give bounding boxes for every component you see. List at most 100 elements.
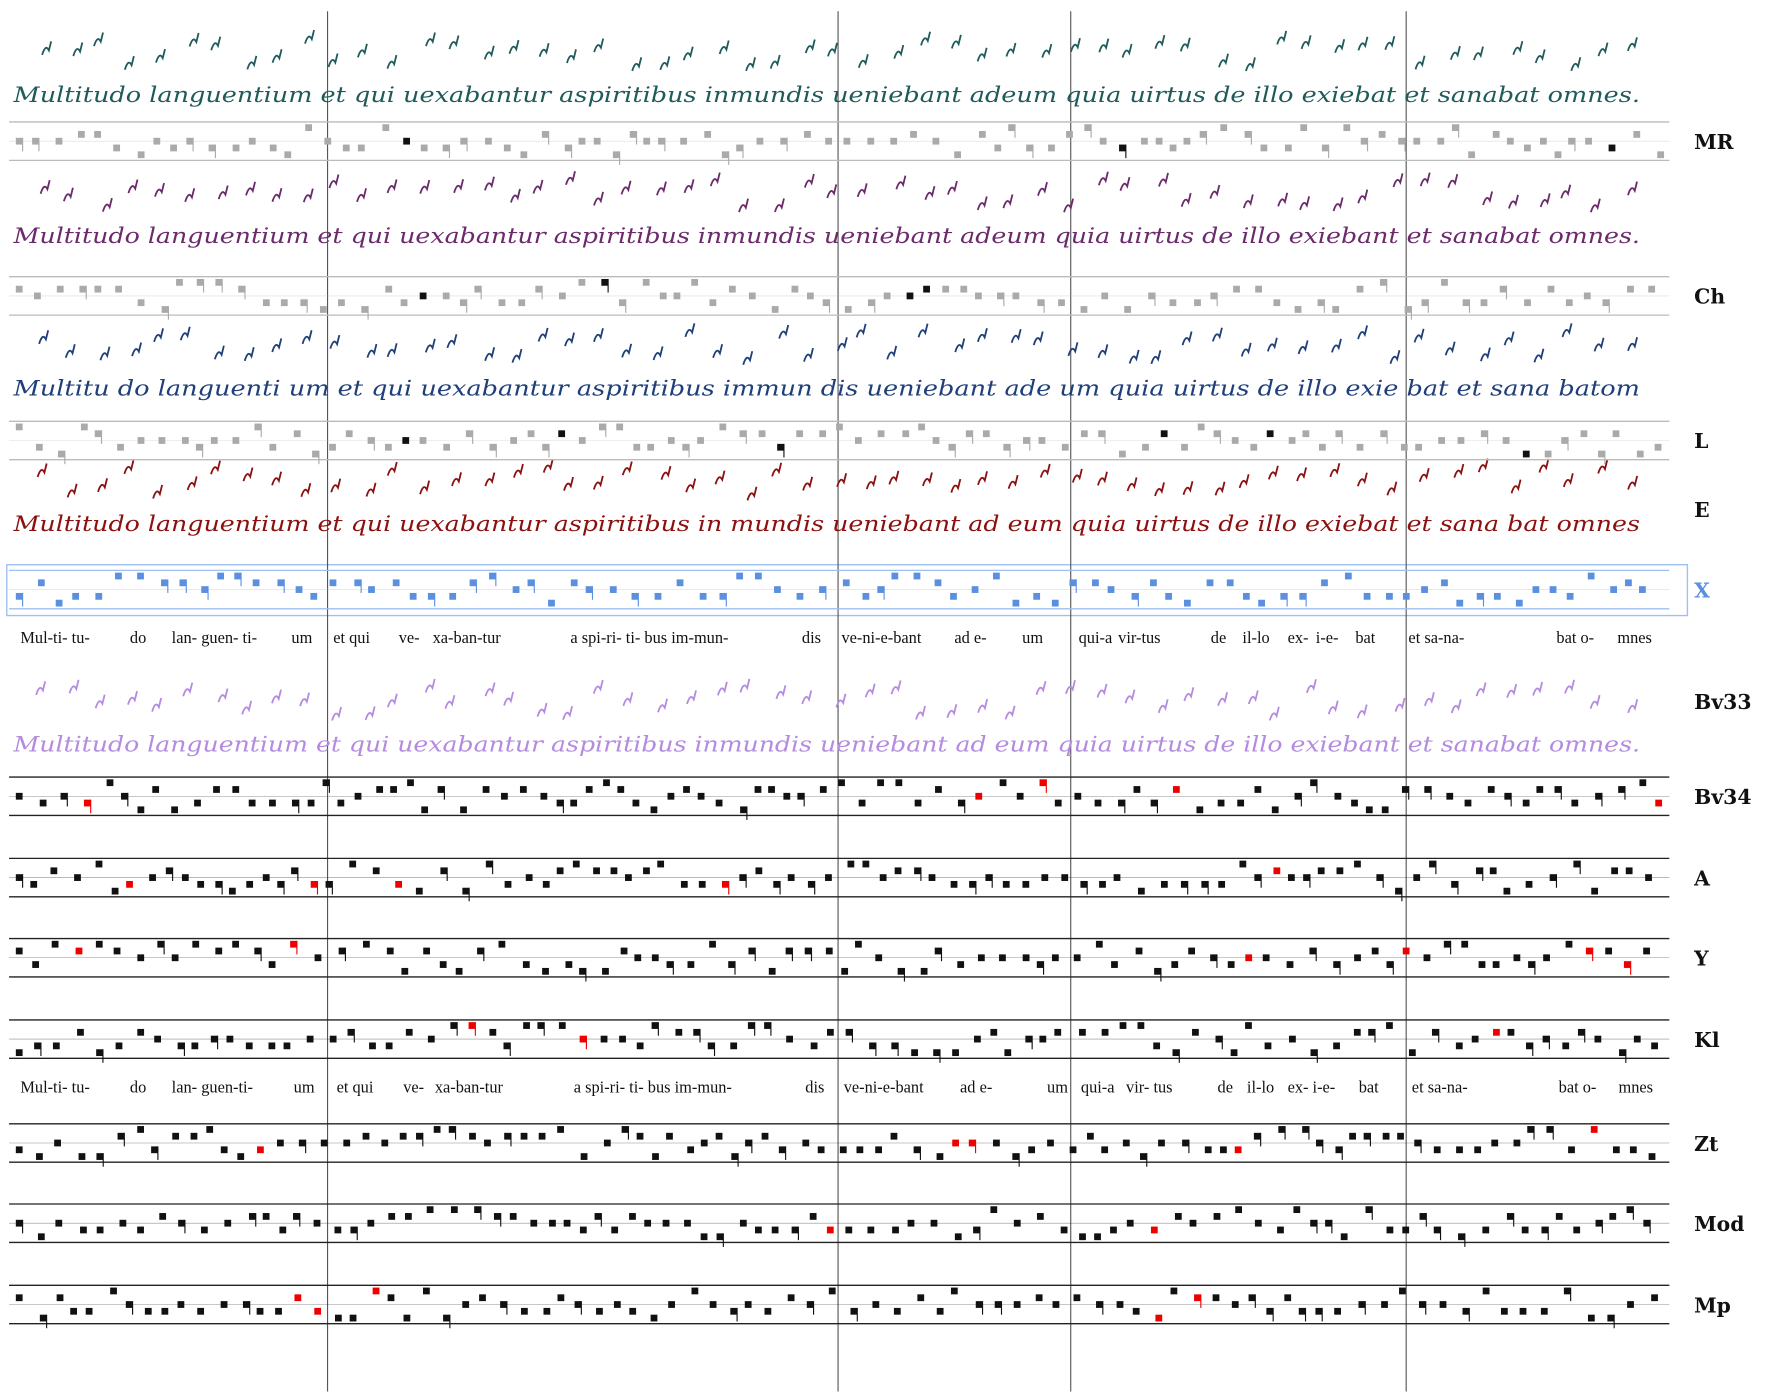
neume (1051, 599, 1059, 607)
neume (1273, 867, 1281, 875)
neume (367, 1219, 375, 1227)
neume (1480, 299, 1488, 307)
neume (549, 1219, 556, 1227)
neume (200, 1226, 208, 1234)
manuscript-neume (566, 49, 577, 64)
manuscript-neume (1424, 692, 1435, 707)
neume (875, 954, 883, 962)
manuscript-neume (718, 40, 730, 55)
lyric-syllable: a spi-ri- ti- bus im-mun- (574, 1078, 732, 1097)
neume (1155, 1314, 1163, 1322)
neume (1248, 1294, 1256, 1302)
neume (213, 786, 220, 793)
neume (709, 1301, 717, 1308)
neume (325, 880, 333, 888)
manuscript-neume (855, 323, 867, 338)
neume (1116, 1301, 1124, 1308)
neume (1402, 592, 1410, 600)
neume (890, 137, 898, 145)
neume (868, 299, 875, 307)
lyric-syllable: ve-ni-e-bant (844, 1078, 924, 1097)
neume (1612, 1146, 1620, 1154)
neume (401, 967, 409, 975)
neume (96, 1153, 104, 1160)
neume (1041, 874, 1049, 881)
neume (342, 144, 350, 152)
neume (1287, 874, 1295, 881)
neume (15, 1219, 23, 1227)
lyric-syllable: il-lo (1247, 1078, 1274, 1097)
neume (442, 292, 450, 300)
neume (930, 1219, 938, 1227)
manuscript-neume (1010, 328, 1022, 344)
manuscript-neume (1512, 40, 1524, 56)
neume (254, 947, 262, 955)
neume (226, 1035, 234, 1043)
neume (872, 1301, 880, 1308)
manuscript-neume (920, 31, 931, 46)
neume (1626, 1206, 1634, 1214)
neume (1521, 1226, 1529, 1234)
manuscript-neume (1032, 331, 1044, 346)
neume (1643, 1219, 1651, 1227)
neume (659, 292, 667, 300)
neume (1181, 443, 1188, 451)
neume (1039, 779, 1047, 787)
neume (362, 1132, 370, 1140)
neume (920, 967, 928, 975)
manuscript-neume (804, 173, 815, 188)
neume (37, 579, 45, 587)
manuscript-neume (769, 54, 781, 69)
staff-label: Bv34 (1694, 785, 1751, 809)
manuscript-neume (271, 187, 283, 202)
highlight-box (6, 564, 1689, 617)
neume (827, 1028, 834, 1036)
manuscript-neume (621, 461, 633, 476)
neume (1654, 443, 1662, 451)
neume (520, 151, 528, 159)
manuscript-neume (364, 706, 376, 721)
neume (254, 423, 262, 431)
manuscript-neume (835, 693, 847, 708)
neume (977, 954, 985, 962)
manuscript-neume (1063, 198, 1074, 213)
neume (1594, 1035, 1602, 1043)
neume (797, 792, 805, 800)
neume (730, 1307, 738, 1315)
neume (1012, 599, 1020, 607)
neume (520, 1132, 528, 1140)
neume (579, 1035, 587, 1043)
neume (796, 592, 804, 600)
neume (1424, 786, 1432, 793)
neume (1206, 579, 1214, 587)
neume (74, 874, 81, 881)
neume (1605, 947, 1613, 955)
neume (862, 860, 870, 868)
neume (245, 1042, 253, 1050)
neume (165, 867, 173, 875)
neume (294, 1294, 302, 1302)
neume (503, 144, 511, 152)
manuscript-neume (1214, 481, 1226, 496)
neume (564, 144, 572, 152)
neume (500, 1301, 507, 1308)
neume (1298, 1307, 1306, 1315)
manuscript-neume (186, 476, 198, 491)
manuscript-neume (357, 43, 368, 58)
neume (557, 1126, 564, 1133)
neume (667, 437, 675, 444)
neume (1204, 1146, 1212, 1154)
neume (1119, 450, 1126, 458)
manuscript-neume (684, 323, 696, 338)
neume (1515, 599, 1523, 607)
neume (400, 299, 408, 307)
manuscript-neume (1126, 477, 1138, 492)
neume (1461, 940, 1469, 948)
manuscript-neume (1098, 171, 1109, 186)
neume (1491, 1139, 1499, 1147)
manuscript-neume (366, 343, 378, 358)
manuscript-neume (1181, 331, 1193, 346)
manuscript-neume (593, 328, 604, 343)
manuscript-neume (1357, 36, 1369, 51)
neume (210, 437, 218, 444)
